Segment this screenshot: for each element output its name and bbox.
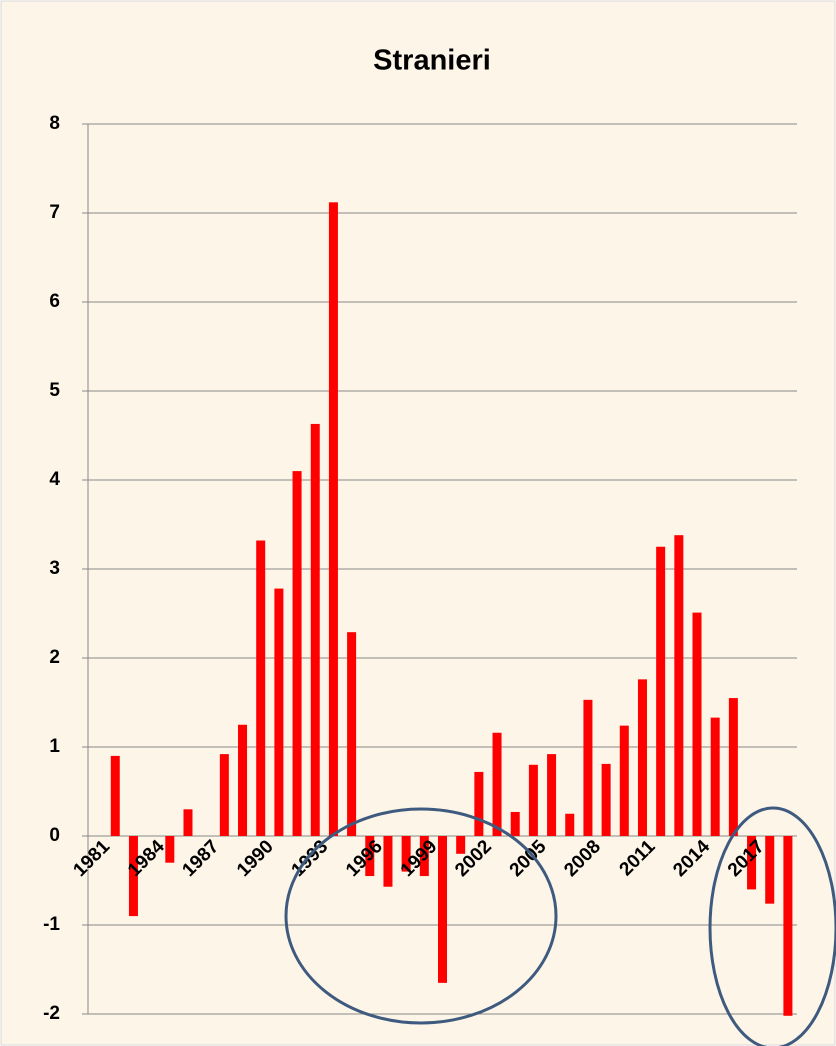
bar bbox=[547, 754, 557, 836]
y-tick-label: 2 bbox=[49, 647, 60, 668]
bar bbox=[710, 717, 720, 836]
y-tick-label: 7 bbox=[49, 202, 60, 223]
bar bbox=[383, 836, 393, 887]
highlight-ellipse bbox=[284, 807, 558, 1025]
chart-title: Stranieri bbox=[373, 45, 491, 77]
bar bbox=[310, 423, 320, 836]
bar bbox=[347, 632, 357, 836]
bar bbox=[783, 836, 793, 1016]
bar bbox=[728, 698, 738, 836]
bar bbox=[365, 836, 375, 877]
y-tick-label: -2 bbox=[43, 1003, 60, 1024]
bar bbox=[637, 679, 647, 836]
y-tick-label: 0 bbox=[49, 825, 60, 846]
bar bbox=[692, 612, 702, 836]
bar bbox=[601, 763, 611, 836]
bar bbox=[456, 836, 466, 854]
bar bbox=[674, 535, 684, 836]
bar bbox=[619, 725, 629, 836]
y-tick-label: 3 bbox=[49, 558, 60, 579]
bar bbox=[765, 836, 775, 904]
y-tick-label: 8 bbox=[49, 113, 60, 134]
y-tick-label: 4 bbox=[49, 469, 60, 490]
bar bbox=[274, 588, 284, 836]
highlight-ellipse bbox=[708, 806, 836, 1046]
y-tick-label: 6 bbox=[49, 291, 60, 312]
bar bbox=[238, 724, 248, 836]
bar bbox=[328, 202, 338, 836]
bar bbox=[419, 836, 429, 877]
bar bbox=[165, 836, 175, 863]
bar bbox=[565, 813, 575, 836]
bar bbox=[292, 471, 302, 836]
bar bbox=[583, 699, 593, 836]
bar bbox=[256, 540, 266, 836]
y-tick-label: 5 bbox=[49, 380, 60, 401]
bar bbox=[110, 755, 120, 836]
bar bbox=[747, 836, 757, 890]
bar bbox=[183, 809, 193, 836]
bar bbox=[474, 771, 484, 836]
bar bbox=[128, 836, 138, 917]
bar bbox=[510, 811, 520, 836]
bar bbox=[528, 764, 538, 836]
bar bbox=[401, 836, 411, 872]
y-tick-label: -1 bbox=[43, 914, 60, 935]
bar bbox=[438, 836, 447, 983]
bar bbox=[219, 754, 229, 836]
y-tick-label: 1 bbox=[49, 736, 60, 757]
bar bbox=[492, 732, 502, 836]
bar bbox=[656, 546, 666, 836]
